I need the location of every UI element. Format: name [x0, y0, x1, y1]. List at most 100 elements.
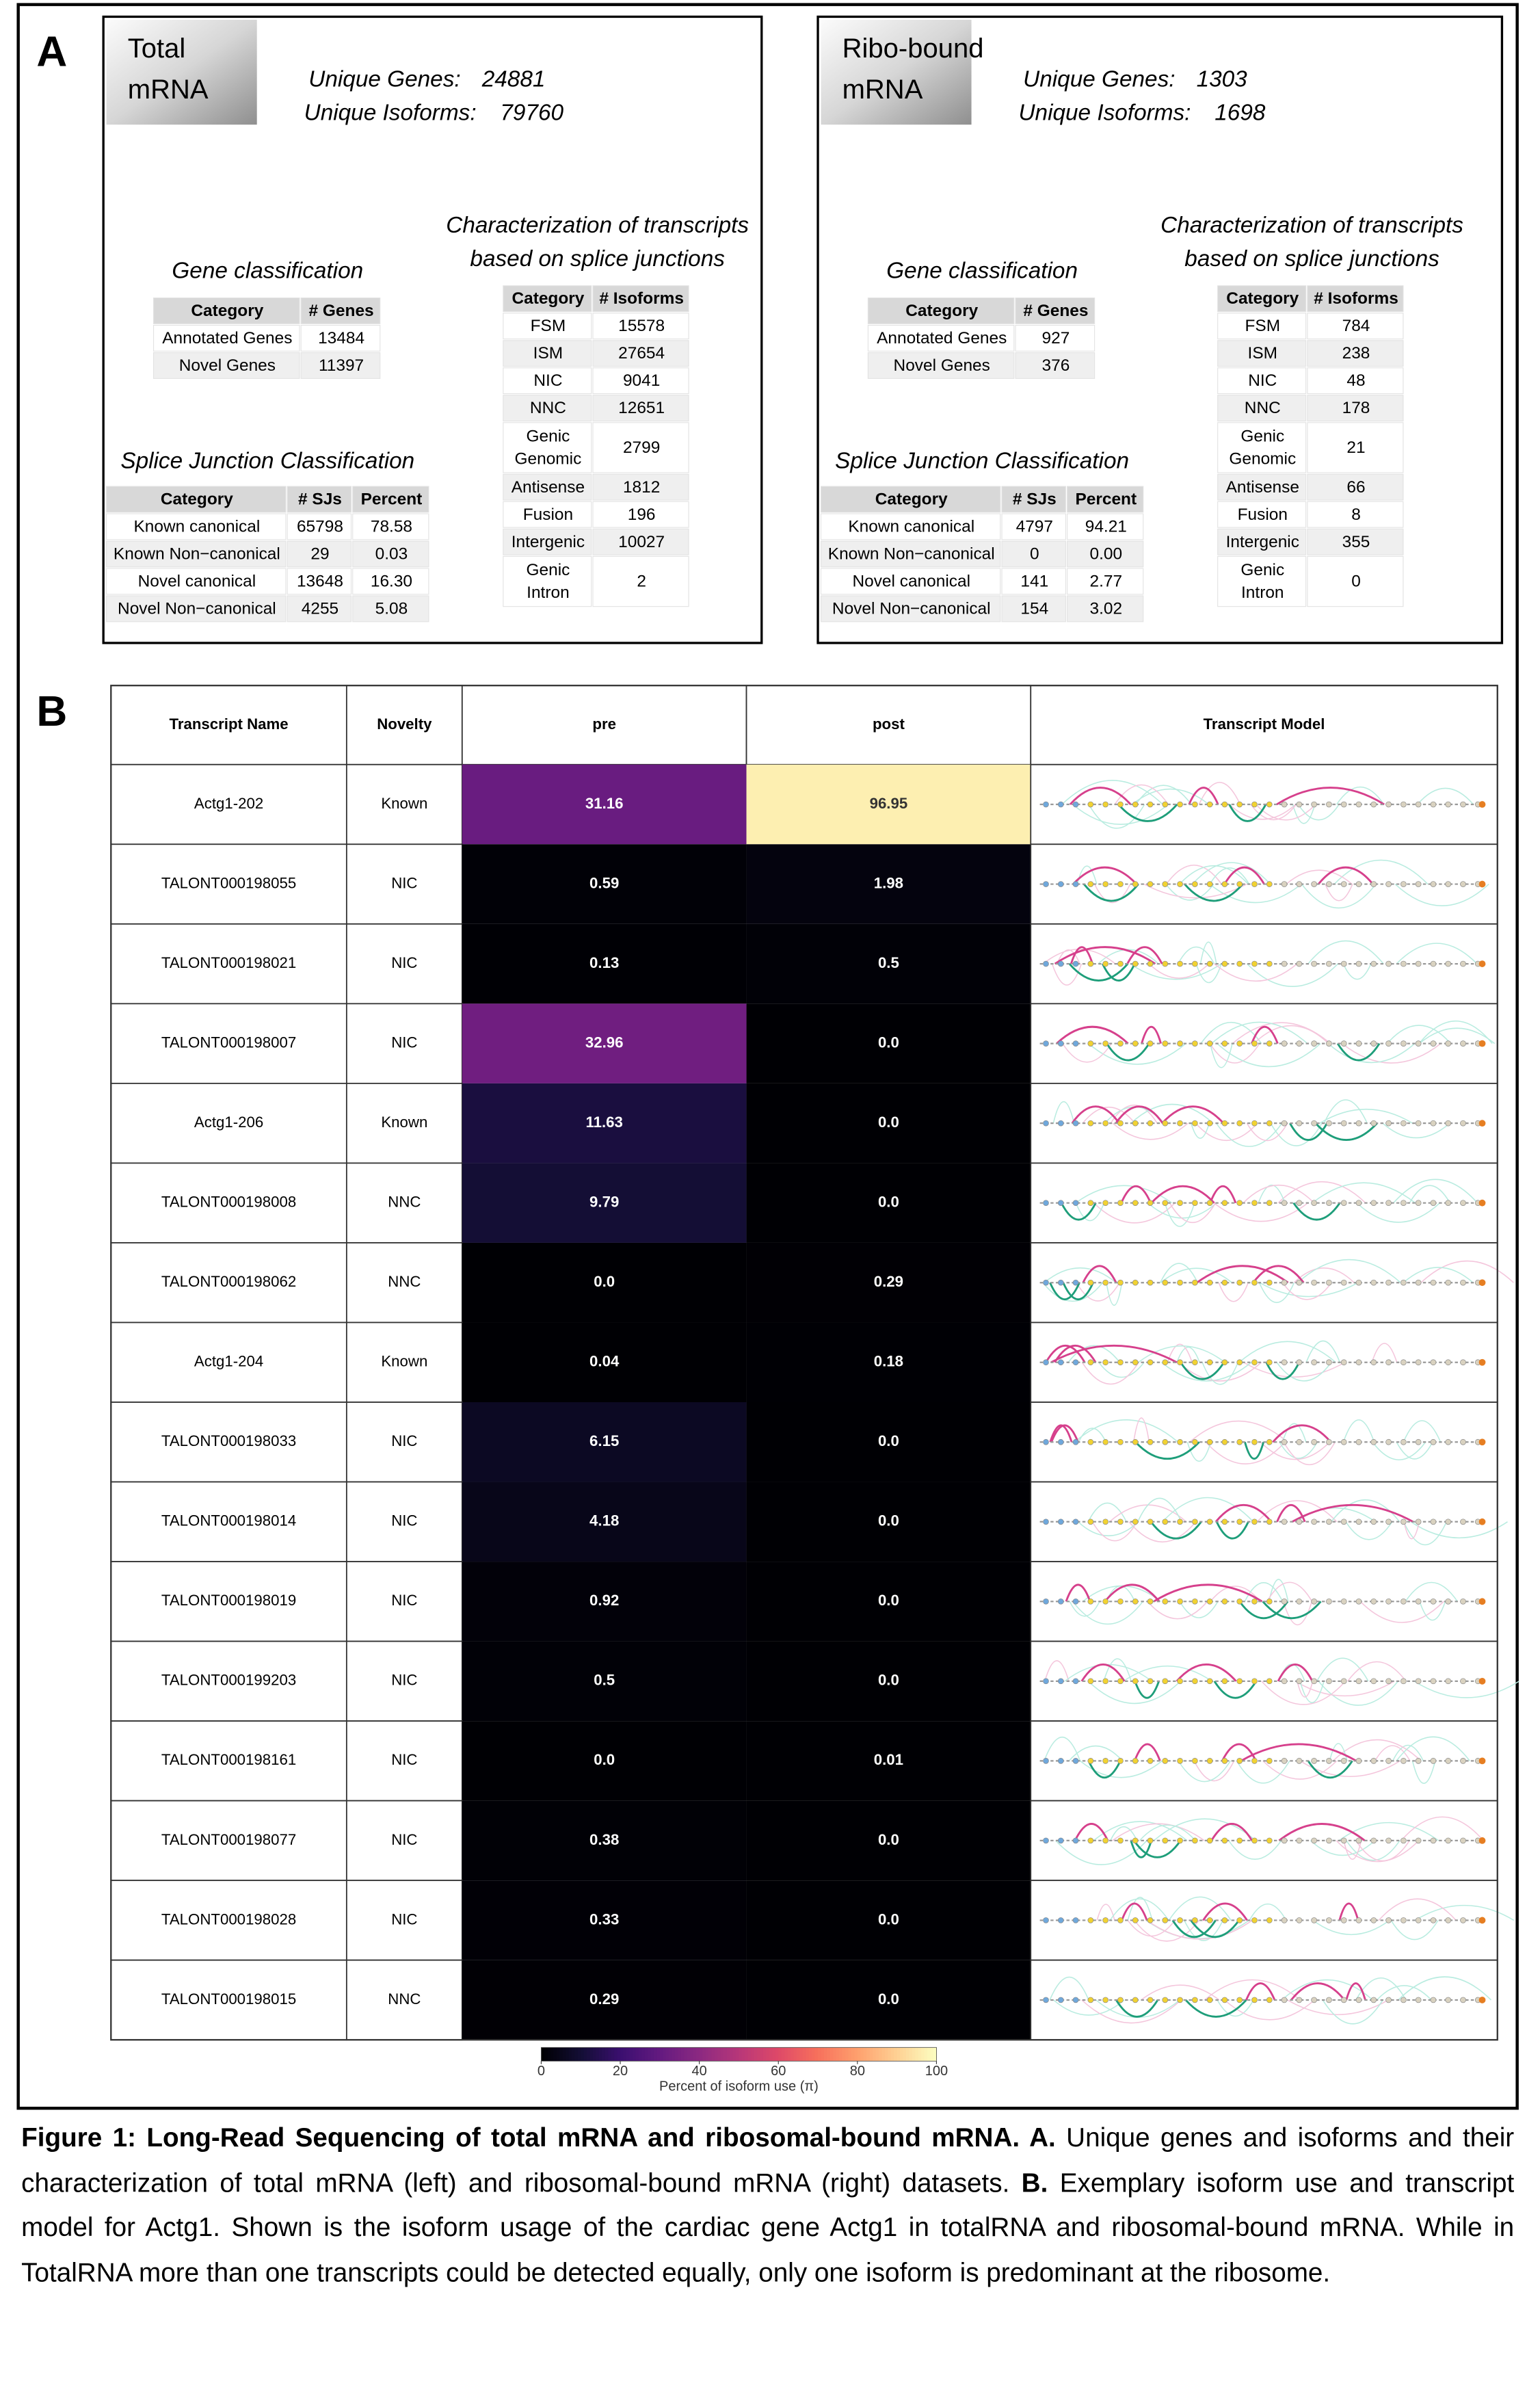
model-arc-main — [1054, 1344, 1097, 1363]
model-node — [1385, 1518, 1392, 1525]
model-arc-main — [1070, 946, 1093, 964]
model-node — [1340, 960, 1347, 967]
model-node — [1057, 1120, 1064, 1127]
model-arc-main — [1171, 1919, 1217, 1938]
heatmap-cell — [462, 1003, 747, 1083]
model-node — [1266, 1758, 1273, 1764]
model-node — [1102, 1120, 1108, 1127]
caption: Figure 1: Long-Read Sequencing of total … — [21, 2116, 1514, 2296]
model-node — [1385, 801, 1392, 808]
caption-text: Exemplary isoform use and transcript mod… — [21, 2166, 1515, 2287]
model-node — [1057, 1678, 1064, 1685]
model-node — [1236, 960, 1243, 967]
colorbar-segment — [799, 2047, 804, 2062]
model-node — [1087, 960, 1094, 967]
colorbar-segment — [705, 2047, 709, 2062]
transcript-model — [1039, 1099, 1486, 1147]
model-arc — [1356, 1202, 1441, 1223]
model-node — [1430, 1518, 1437, 1525]
model-node — [1132, 1917, 1139, 1923]
table-cell-text: 3.02 — [1090, 600, 1123, 618]
model-arc-main — [1065, 1583, 1091, 1602]
model-node — [1370, 1279, 1377, 1286]
model-node — [1430, 801, 1437, 808]
model-node — [1236, 1837, 1243, 1844]
model-arc — [1110, 1105, 1158, 1124]
model-arc-main — [1115, 1999, 1159, 2018]
table-cell — [820, 513, 1001, 540]
model-arc-main — [1190, 1919, 1240, 1938]
table-cell-text: Fusion — [523, 505, 573, 524]
colorbar-segment — [775, 2047, 779, 2062]
table-cell-text: 141 — [1020, 573, 1048, 591]
model-node — [1385, 1917, 1392, 1923]
model-node — [1415, 960, 1422, 967]
model-node — [1430, 881, 1437, 887]
colorbar-segment — [617, 2047, 621, 2062]
model-node — [1117, 1758, 1124, 1764]
model-arc — [1256, 1500, 1338, 1523]
colorbar-segment — [699, 2047, 703, 2062]
model-node — [1177, 1438, 1183, 1445]
colorbar-segment — [583, 2047, 587, 2062]
model-node — [1192, 1678, 1198, 1685]
model-node — [1370, 1438, 1377, 1445]
caption-box: Figure 1: Long-Read Sequencing of total … — [21, 2116, 1514, 2296]
colorbar-segment — [866, 2047, 871, 2062]
model-node — [1266, 1359, 1273, 1366]
model-arc — [1184, 1920, 1223, 1941]
table-title: Gene classification — [172, 259, 363, 284]
model-arc — [1403, 1521, 1420, 1540]
model-arc — [1247, 963, 1339, 987]
model-node — [1132, 1359, 1139, 1366]
model-arc — [1169, 1202, 1217, 1223]
model-node — [1087, 1518, 1094, 1525]
model-node — [1478, 1677, 1486, 1685]
model-node — [1221, 1438, 1228, 1445]
model-node — [1057, 1359, 1064, 1366]
heatmap-value: 0.5 — [878, 954, 899, 971]
model-node — [1415, 1359, 1422, 1366]
model-node — [1072, 1200, 1079, 1207]
colorbar-segment — [781, 2047, 785, 2062]
model-arc — [1069, 1601, 1100, 1617]
model-arc — [1249, 1903, 1287, 1921]
model-node — [1296, 1040, 1303, 1047]
model-arc — [1246, 1122, 1288, 1142]
table-cell-text: Known canonical — [848, 518, 974, 536]
table-cell-text: 2 — [637, 573, 646, 591]
model-node — [1057, 960, 1064, 967]
table-header-cell — [287, 486, 352, 513]
model-arc — [1162, 1497, 1254, 1523]
model-node — [1311, 1997, 1317, 2003]
model-arc — [1268, 1579, 1289, 1602]
colorbar-segment — [912, 2047, 916, 2062]
model-node — [1177, 1040, 1183, 1047]
colorbar-segment — [568, 2047, 572, 2062]
model-node — [1355, 1438, 1362, 1445]
model-node — [1385, 1040, 1392, 1047]
model-node — [1311, 960, 1317, 967]
model-arc-main — [1180, 1361, 1225, 1380]
model-node — [1266, 801, 1273, 808]
heatmap-value: 9.79 — [589, 1194, 619, 1211]
dataset-title: mRNA — [128, 75, 209, 105]
model-arc — [1419, 1601, 1446, 1621]
model-node — [1072, 1120, 1079, 1127]
heatmap-cell — [462, 844, 747, 924]
model-node — [1478, 1757, 1486, 1765]
novelty: NNC — [388, 1194, 421, 1211]
model-node — [1430, 1598, 1437, 1605]
colorbar-segment — [924, 2047, 928, 2062]
model-arc — [1215, 1122, 1283, 1147]
model-node — [1177, 1837, 1183, 1844]
model-arc-main — [1126, 946, 1163, 964]
model-node — [1296, 1279, 1303, 1286]
transcript-name: TALONT000198008 — [161, 1194, 296, 1211]
model-node — [1072, 801, 1079, 808]
heatmap-cell — [746, 844, 1031, 924]
model-arc — [1128, 1521, 1197, 1543]
transcript-name: TALONT000198015 — [161, 1990, 296, 2008]
heatmap-value: 0.18 — [874, 1353, 903, 1370]
model-node — [1102, 1040, 1108, 1047]
